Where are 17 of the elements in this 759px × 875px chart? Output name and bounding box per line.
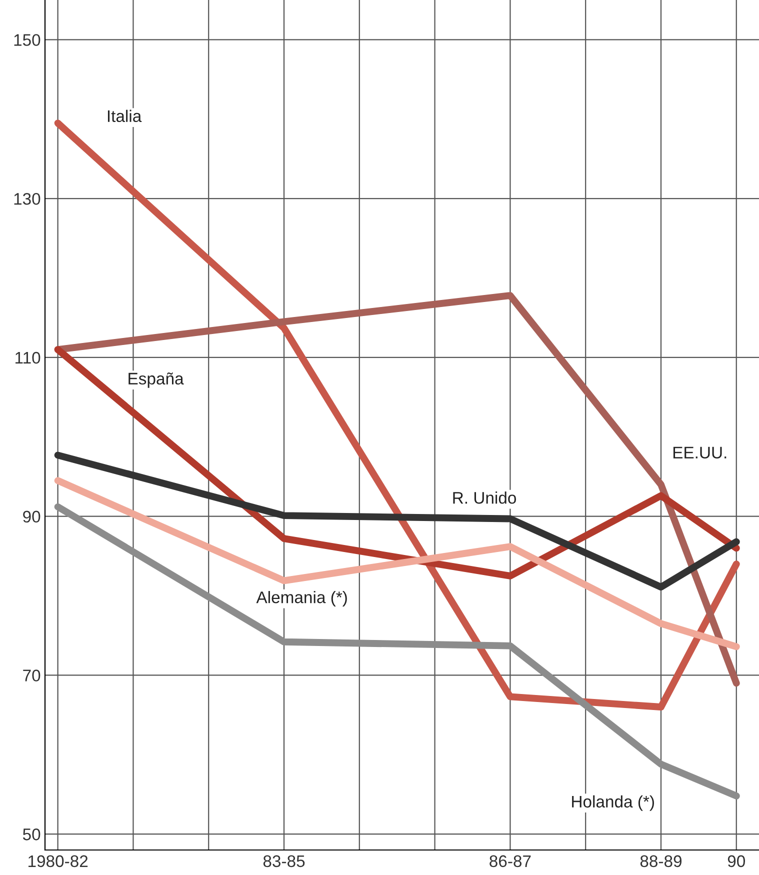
y-tick-label: 110: [16, 352, 40, 364]
y-tick-label: 70: [23, 670, 40, 682]
series-label: EE.UU.: [673, 446, 726, 458]
y-tick-label: 90: [23, 510, 40, 523]
y-tick-label: 150: [14, 34, 40, 46]
series-label: España: [128, 372, 184, 388]
y-tick-label: 130: [14, 193, 40, 205]
series-label: R. Unido: [453, 492, 516, 504]
x-tick-label: 86-87: [490, 855, 531, 868]
series-label: Holanda (*): [572, 795, 654, 811]
x-tick-label: 90: [728, 855, 745, 868]
series-label: Alemania (*): [256, 590, 347, 607]
x-tick-label: 83-85: [263, 855, 305, 868]
x-tick-label: 88-89: [640, 855, 682, 868]
x-tick-label: 1980-82: [28, 855, 88, 868]
text: Italia: [108, 110, 142, 122]
y-tick-label: 50: [22, 828, 40, 840]
